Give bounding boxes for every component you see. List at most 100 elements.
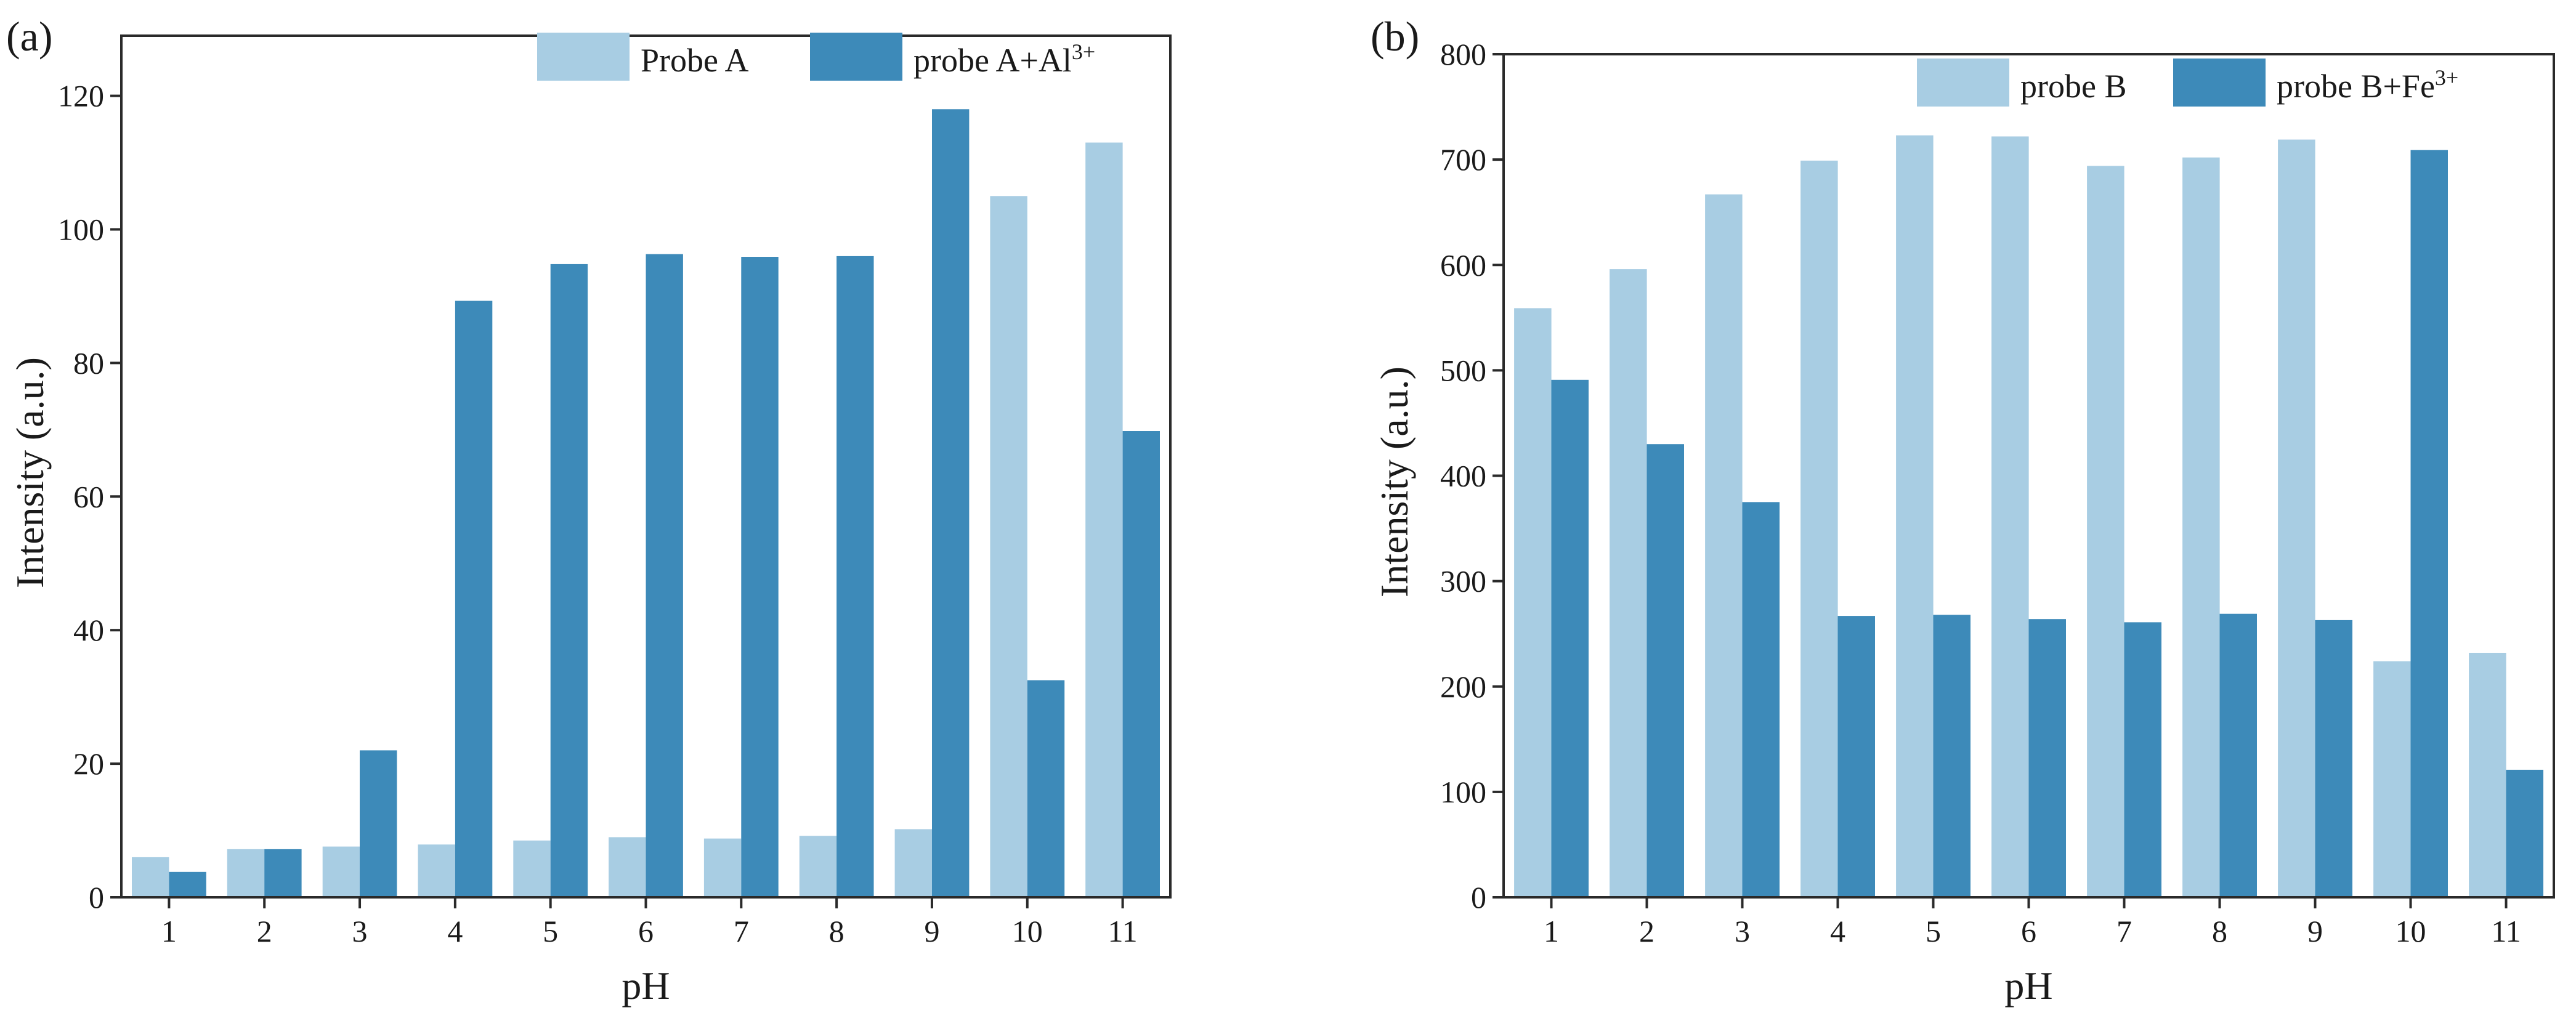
bar-probe-ion-ph-5 bbox=[550, 264, 588, 897]
y-tick-label: 40 bbox=[73, 613, 104, 647]
y-tick-label: 200 bbox=[1440, 669, 1486, 704]
x-tick-label: 9 bbox=[2307, 914, 2323, 948]
x-tick-label: 8 bbox=[2212, 914, 2227, 948]
bar-probe-ph-8 bbox=[2182, 157, 2220, 898]
bar-probe-ion-ph-8 bbox=[836, 256, 874, 897]
bar-probe-ph-1 bbox=[132, 857, 169, 897]
y-tick-label: 400 bbox=[1440, 459, 1486, 493]
bar-probe-ph-11 bbox=[2469, 653, 2506, 897]
y-tick-label: 500 bbox=[1440, 353, 1486, 387]
y-tick-label: 100 bbox=[1440, 775, 1486, 809]
bar-probe-ion-ph-11 bbox=[2506, 769, 2543, 897]
legend-label-probe-b-fe: probe B+Fe3+ bbox=[2277, 65, 2458, 105]
y-axis-ticks: 0 20 40 60 80 100 120 bbox=[58, 79, 121, 915]
x-tick-label: 3 bbox=[352, 914, 368, 948]
x-tick-label: 1 bbox=[1544, 914, 1559, 948]
x-tick-label: 2 bbox=[257, 914, 272, 948]
y-tick-label: 300 bbox=[1440, 564, 1486, 599]
bar-probe-ph-5 bbox=[513, 840, 551, 897]
legend: probe B probe B+Fe3+ bbox=[1917, 59, 2458, 107]
bar-probe-ion-ph-3 bbox=[360, 750, 397, 897]
y-axis-title: Intensity (a.u.) bbox=[8, 357, 52, 588]
bar-probe-ph-10 bbox=[990, 196, 1027, 897]
bar-probe-ion-ph-4 bbox=[1837, 616, 1875, 897]
y-tick-label: 600 bbox=[1440, 248, 1486, 282]
bar-probe-ph-7 bbox=[703, 838, 742, 897]
panel-label: (a) bbox=[6, 13, 52, 60]
bar-probe-ph-8 bbox=[799, 836, 837, 897]
legend-label-probe-b: probe B bbox=[2020, 68, 2126, 105]
x-tick-label: 6 bbox=[2021, 914, 2036, 948]
y-tick-label: 0 bbox=[89, 880, 104, 915]
x-tick-label: 5 bbox=[1926, 914, 1941, 948]
bar-probe-ion-ph-9 bbox=[2315, 620, 2352, 897]
bar-probe-ion-ph-7 bbox=[741, 257, 779, 897]
bar-probe-ion-ph-3 bbox=[1742, 502, 1780, 897]
bar-probe-ion-ph-5 bbox=[1933, 615, 1970, 897]
x-tick-label: 5 bbox=[543, 914, 558, 948]
x-tick-label: 2 bbox=[1639, 914, 1655, 948]
bar-probe-ph-2 bbox=[227, 849, 265, 897]
bar-probe-ph-11 bbox=[1085, 142, 1123, 897]
chart-panel-a: (a) 0 20 40 60 80 100 120 1 2 3 4 5 6 7 8 9 10 11 pH Int… bbox=[6, 13, 1172, 1008]
y-tick-label: 20 bbox=[73, 746, 104, 781]
bar-probe-ion-ph-1 bbox=[169, 871, 206, 897]
bar-probe-ion-ph-7 bbox=[2124, 622, 2161, 897]
bar-probe-ph-5 bbox=[1896, 135, 1934, 897]
legend-swatch-probe-a-al bbox=[810, 33, 902, 81]
bar-probe-ph-9 bbox=[2278, 139, 2315, 898]
legend-swatch-probe-b bbox=[1917, 59, 2009, 107]
x-tick-label: 4 bbox=[447, 914, 463, 948]
bar-probe-ion-ph-6 bbox=[646, 254, 683, 898]
y-tick-label: 120 bbox=[58, 79, 104, 113]
x-tick-label: 3 bbox=[1735, 914, 1750, 948]
x-tick-label: 11 bbox=[1108, 914, 1138, 948]
bar-probe-ph-9 bbox=[894, 829, 932, 897]
bar-probe-ph-1 bbox=[1514, 308, 1552, 897]
bar-probe-ph-3 bbox=[322, 846, 360, 897]
y-tick-label: 80 bbox=[73, 345, 104, 380]
bar-probe-ph-10 bbox=[2373, 661, 2411, 897]
bar-probe-ion-ph-1 bbox=[1551, 379, 1589, 897]
y-axis-ticks: 0 100 200 300 400 500 600 700 800 bbox=[1440, 37, 1504, 915]
y-tick-label: 800 bbox=[1440, 37, 1486, 71]
x-tick-label: 6 bbox=[638, 914, 654, 948]
legend-label-probe-a-al: probe A+Al3+ bbox=[913, 39, 1095, 79]
x-tick-label: 10 bbox=[2396, 914, 2426, 948]
x-axis-ticks: 1 2 3 4 5 6 7 8 9 10 11 bbox=[1544, 897, 2521, 948]
legend-label-probe-a: Probe A bbox=[641, 42, 749, 79]
plot-frame bbox=[1502, 53, 2555, 899]
x-tick-label: 10 bbox=[1012, 914, 1043, 948]
bar-probe-ph-7 bbox=[2087, 166, 2124, 897]
bar-probe-ion-ph-6 bbox=[2028, 619, 2066, 897]
x-tick-label: 8 bbox=[829, 914, 844, 948]
y-tick-label: 100 bbox=[58, 212, 104, 247]
bar-probe-ph-4 bbox=[1800, 160, 1838, 897]
bar-probe-ion-ph-2 bbox=[1646, 444, 1684, 897]
bar-group bbox=[1514, 135, 2543, 898]
bar-probe-ph-6 bbox=[609, 837, 646, 897]
bar-probe-ph-3 bbox=[1705, 194, 1743, 898]
bar-probe-ph-4 bbox=[418, 844, 455, 897]
legend-swatch-probe-b-fe bbox=[2173, 59, 2266, 107]
bar-probe-ph-2 bbox=[1610, 269, 1647, 898]
panel-label: (b) bbox=[1371, 13, 1419, 60]
legend-swatch-probe-a bbox=[537, 33, 630, 81]
x-axis-ticks: 1 2 3 4 5 6 7 8 9 10 11 bbox=[161, 897, 1138, 948]
bar-probe-ion-ph-9 bbox=[932, 109, 970, 897]
bar-probe-ion-ph-10 bbox=[1027, 680, 1065, 897]
x-axis-title: pH bbox=[622, 964, 670, 1008]
y-tick-label: 700 bbox=[1440, 142, 1486, 177]
bar-probe-ion-ph-8 bbox=[2219, 613, 2257, 897]
bar-group bbox=[132, 109, 1160, 898]
x-tick-label: 4 bbox=[1830, 914, 1845, 948]
x-tick-label: 9 bbox=[924, 914, 939, 948]
bar-probe-ion-ph-11 bbox=[1122, 431, 1160, 897]
plot-frame bbox=[120, 34, 1172, 899]
x-tick-label: 11 bbox=[2491, 914, 2521, 948]
y-tick-label: 60 bbox=[73, 479, 104, 514]
y-tick-label: 0 bbox=[1471, 880, 1486, 915]
y-axis-title: Intensity (a.u.) bbox=[1372, 366, 1416, 597]
